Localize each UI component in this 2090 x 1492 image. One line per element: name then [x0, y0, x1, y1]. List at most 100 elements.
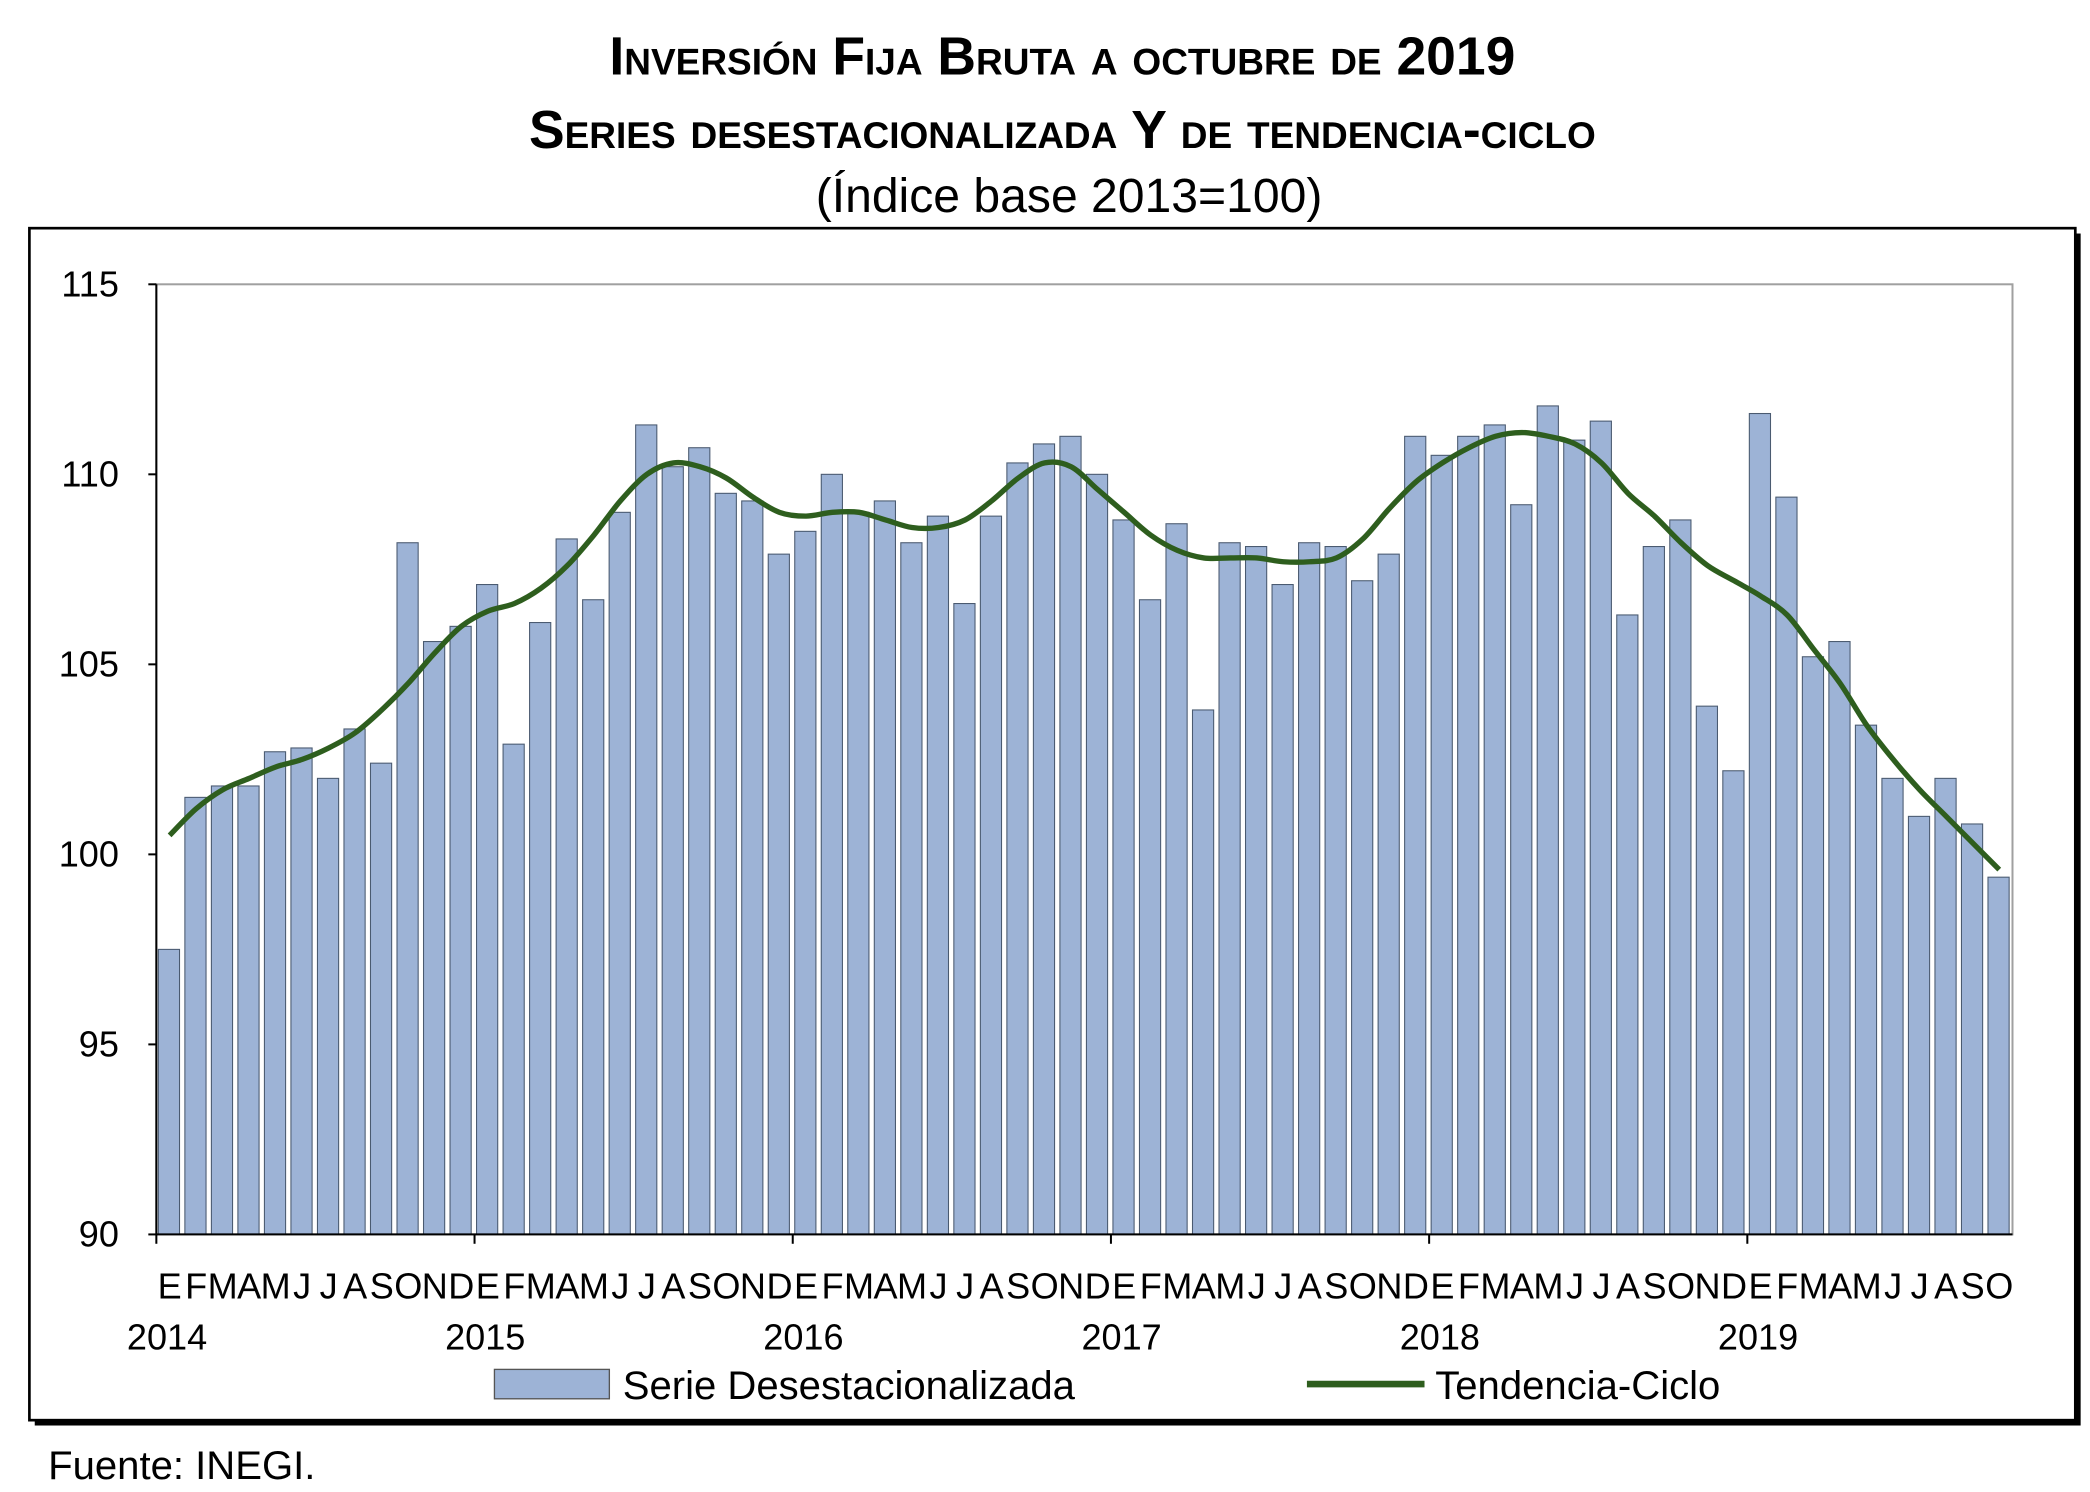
- x-month-label: M: [579, 1266, 609, 1307]
- x-month-label: S: [1642, 1266, 1666, 1307]
- bar: [1032, 443, 1056, 1235]
- x-month-label: A: [237, 1266, 261, 1307]
- y-tick-label: 90: [79, 1213, 119, 1254]
- x-month-label: A: [1934, 1266, 1958, 1307]
- x-month-label: A: [980, 1266, 1004, 1307]
- bar: [1642, 546, 1665, 1235]
- x-month-label: O: [712, 1266, 740, 1307]
- legend-line-label: Tendencia-Ciclo: [1435, 1364, 1720, 1408]
- x-month-label: J: [930, 1266, 948, 1307]
- bar: [476, 584, 499, 1235]
- bar: [1934, 777, 1957, 1235]
- bar: [210, 785, 234, 1235]
- x-month-label: N: [422, 1266, 448, 1307]
- chart-title-2: Series desestacionalizada Y de tendencia…: [529, 101, 1596, 160]
- x-year-label: 2019: [1718, 1316, 1798, 1357]
- x-month-label: F: [503, 1266, 525, 1307]
- bar: [316, 777, 340, 1235]
- bar: [343, 728, 366, 1235]
- bar: [1085, 473, 1109, 1235]
- bar: [820, 473, 843, 1235]
- y-tick-label: 95: [79, 1023, 119, 1064]
- x-month-label: F: [1458, 1266, 1480, 1307]
- bar: [1907, 815, 1931, 1235]
- x-month-label: J: [1248, 1266, 1266, 1307]
- bar: [741, 500, 764, 1235]
- bar: [1112, 519, 1135, 1235]
- bar: [926, 515, 950, 1235]
- x-month-label: J: [1911, 1266, 1929, 1307]
- x-month-label: J: [638, 1266, 656, 1307]
- bar: [184, 796, 207, 1235]
- bar: [449, 625, 472, 1235]
- x-month-label: E: [794, 1266, 818, 1307]
- bar: [1430, 454, 1453, 1235]
- bar: [767, 553, 790, 1235]
- x-month-label: M: [208, 1266, 238, 1307]
- x-month-label: S: [1006, 1266, 1030, 1307]
- x-month-label: M: [1852, 1266, 1882, 1307]
- trend-line: [167, 429, 2002, 872]
- x-month-label: S: [688, 1266, 712, 1307]
- bar: [1059, 435, 1082, 1235]
- bar: [1669, 519, 1692, 1235]
- bar: [1987, 876, 2010, 1235]
- bar: [1351, 580, 1374, 1235]
- x-month-label: J: [1274, 1266, 1292, 1307]
- y-tick-label: 100: [59, 833, 119, 874]
- x-month-label: D: [448, 1266, 474, 1307]
- bar: [1510, 504, 1533, 1235]
- x-year-label: 2017: [1081, 1316, 1161, 1357]
- x-month-label: M: [897, 1266, 927, 1307]
- x-month-label: A: [343, 1266, 367, 1307]
- bar: [635, 424, 658, 1235]
- bar: [422, 641, 446, 1235]
- x-month-label: M: [1215, 1266, 1245, 1307]
- x-month-label: A: [1616, 1266, 1640, 1307]
- bar: [1271, 584, 1294, 1235]
- x-month-label: O: [1349, 1266, 1377, 1307]
- bar: [555, 538, 578, 1235]
- bar: [1589, 420, 1612, 1235]
- x-month-label: F: [185, 1266, 207, 1307]
- x-month-label: O: [1667, 1266, 1695, 1307]
- bar: [1881, 777, 1904, 1235]
- x-month-label: E: [158, 1266, 182, 1307]
- bar: [1457, 435, 1480, 1235]
- y-tick-label: 115: [61, 263, 119, 304]
- bar: [794, 530, 817, 1235]
- x-month-label: M: [526, 1266, 556, 1307]
- x-month-label: F: [1776, 1266, 1798, 1307]
- bar: [1748, 412, 1772, 1235]
- x-month-label: D: [1721, 1266, 1747, 1307]
- x-month-label: J: [1592, 1266, 1610, 1307]
- x-month-label: E: [1749, 1266, 1773, 1307]
- bar: [1244, 546, 1268, 1235]
- legend-bar-label: Serie Desestacionalizada: [623, 1364, 1076, 1408]
- x-month-label: J: [956, 1266, 974, 1307]
- x-month-label: A: [874, 1266, 898, 1307]
- x-month-label: O: [394, 1266, 422, 1307]
- x-month-label: F: [1140, 1266, 1162, 1307]
- x-month-label: E: [1112, 1266, 1136, 1307]
- bar: [1563, 439, 1586, 1235]
- x-month-label: A: [1828, 1266, 1852, 1307]
- bar: [1960, 823, 1984, 1235]
- bar: [714, 492, 737, 1235]
- bar: [1404, 435, 1427, 1235]
- bar: [1138, 599, 1162, 1235]
- x-month-label: S: [1324, 1266, 1348, 1307]
- bar: [1483, 424, 1506, 1235]
- x-year-label: 2015: [445, 1316, 525, 1357]
- bar: [396, 542, 419, 1235]
- bar: [290, 747, 313, 1235]
- x-month-label: D: [1085, 1266, 1111, 1307]
- bar: [1191, 709, 1215, 1235]
- bar: [847, 511, 870, 1235]
- x-year-label: 2014: [127, 1316, 207, 1357]
- bar: [608, 511, 631, 1235]
- x-month-label: J: [320, 1266, 338, 1307]
- x-month-label: A: [1192, 1266, 1216, 1307]
- x-month-label: A: [1510, 1266, 1534, 1307]
